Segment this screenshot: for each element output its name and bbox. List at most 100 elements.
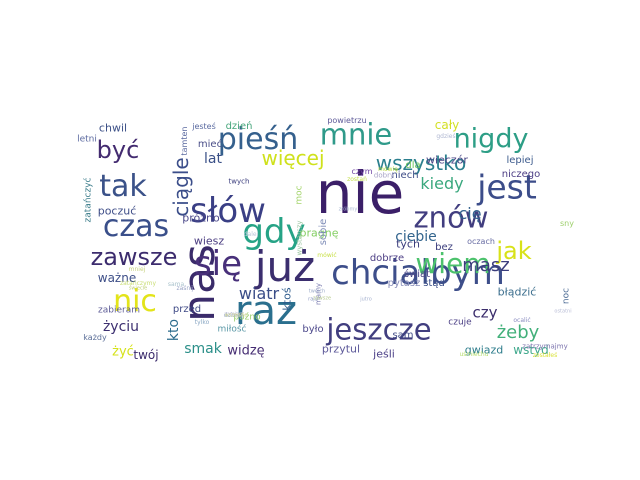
word-3: raz (235, 288, 297, 334)
word-28: widzę (227, 343, 265, 359)
word-55: letni (77, 134, 97, 145)
word-24: kiedy (420, 174, 464, 193)
word-84: sobie (318, 218, 329, 246)
word-27: żyć (112, 344, 134, 360)
word-69: świat (403, 269, 431, 280)
word-21: wszystko (375, 151, 467, 175)
word-5: pieśń (217, 122, 299, 157)
word-108: zawsze (312, 295, 332, 302)
word-60: zabieram (98, 305, 140, 316)
word-51: powietrzu (327, 116, 367, 125)
word-105: świecie (128, 285, 148, 292)
word-34: życiu (102, 319, 140, 335)
word-56: zatańczyć (83, 177, 94, 223)
word-47: mówię (378, 166, 398, 173)
word-23: więcej (261, 146, 325, 170)
word-59: wiesz (193, 234, 225, 248)
word-10: nigdy (453, 123, 529, 155)
word-86: zostań (347, 176, 367, 183)
word-91: uśmiechu (459, 351, 489, 358)
word-66: bez (435, 242, 453, 253)
word-50: dzień (225, 121, 253, 132)
word-2: chciałbym (331, 253, 505, 293)
word-83: moc (294, 185, 305, 205)
word-103: tylko (194, 319, 210, 326)
word-63: ktoś (280, 287, 294, 311)
word-48: chwil (98, 121, 128, 135)
word-62: późno (233, 312, 261, 323)
word-20: zawsze (90, 243, 178, 271)
word-9: jest (477, 167, 537, 207)
word-45: ważne (97, 271, 137, 285)
word-46: mówić (317, 252, 337, 259)
word-7: słów (190, 191, 266, 231)
word-8: gdy (242, 212, 306, 252)
word-17: się (193, 244, 243, 284)
word-92: ocalić (513, 317, 531, 324)
word-13: nic (113, 284, 157, 319)
word-1: już (254, 242, 316, 291)
word-65: dobrze (369, 253, 405, 264)
word-81: tamten (180, 126, 189, 156)
word-57: poczuć (97, 204, 137, 218)
word-68: tych (396, 237, 420, 251)
word-72: błądzić (497, 285, 537, 299)
word-98: wystarczy (295, 220, 304, 256)
word-94: ostatni (554, 308, 572, 315)
word-33: każdy (83, 333, 107, 342)
word-87: noc (561, 287, 572, 305)
word-75: dla (405, 160, 421, 171)
word-82: twych (228, 177, 250, 186)
word-42: wstyd (513, 343, 549, 357)
word-74: niech (391, 170, 419, 181)
word-99: dzisiaj (223, 312, 243, 319)
word-26: ciebie (395, 229, 437, 245)
word-12: wiem (415, 247, 491, 280)
word-6: mnie (319, 117, 393, 152)
word-64: pragnę (299, 226, 339, 240)
word-36: kto (166, 318, 182, 342)
word-96: raju (308, 296, 318, 303)
word-16: znów (413, 200, 489, 235)
word-88: dobry (373, 171, 395, 180)
word-71: stąd (423, 278, 445, 289)
word-49: jesteś (192, 122, 216, 131)
word-104: sama (167, 281, 185, 288)
word-110: zróbmy (338, 206, 358, 213)
word-39: było (302, 324, 324, 335)
word-80: sny (560, 219, 574, 228)
word-90: zatrzymajmy (522, 342, 568, 351)
word-97: zatańczymy (119, 280, 157, 287)
word-106: wszędzie (224, 312, 248, 319)
word-11: jeszcze (326, 312, 432, 347)
word-102: dalej (243, 231, 259, 238)
word-67: oczach (467, 237, 495, 246)
word-22: ciągle (169, 157, 193, 217)
word-70: pytasz (387, 278, 421, 289)
word-40: sam (392, 330, 414, 341)
word-29: twój (133, 348, 159, 362)
word-107: twoich (308, 288, 326, 295)
word-30: miłość (217, 324, 247, 335)
word-32: jeśli (373, 347, 395, 361)
word-93: zostałeś (532, 352, 558, 359)
word-109: jutro (360, 296, 372, 303)
word-19: jak (496, 237, 532, 265)
word-101: zaśnij (176, 285, 194, 292)
word-15: czas (102, 209, 170, 244)
word-100: mniej (128, 266, 146, 273)
word-44: żeby (496, 322, 540, 343)
word-77: czym (351, 167, 373, 176)
word-85: czuje (448, 317, 472, 328)
word-79: niczego (501, 169, 541, 180)
word-43: czy (472, 303, 498, 322)
word-53: lat (204, 151, 222, 167)
word-25: cię (458, 204, 482, 223)
word-76: wieczór (426, 153, 468, 167)
word-95: zamiast (224, 311, 244, 318)
word-14: tak (99, 169, 147, 204)
word-52: cały (434, 118, 460, 132)
word-31: przytul (321, 342, 361, 356)
word-78: lepiej (506, 155, 534, 166)
